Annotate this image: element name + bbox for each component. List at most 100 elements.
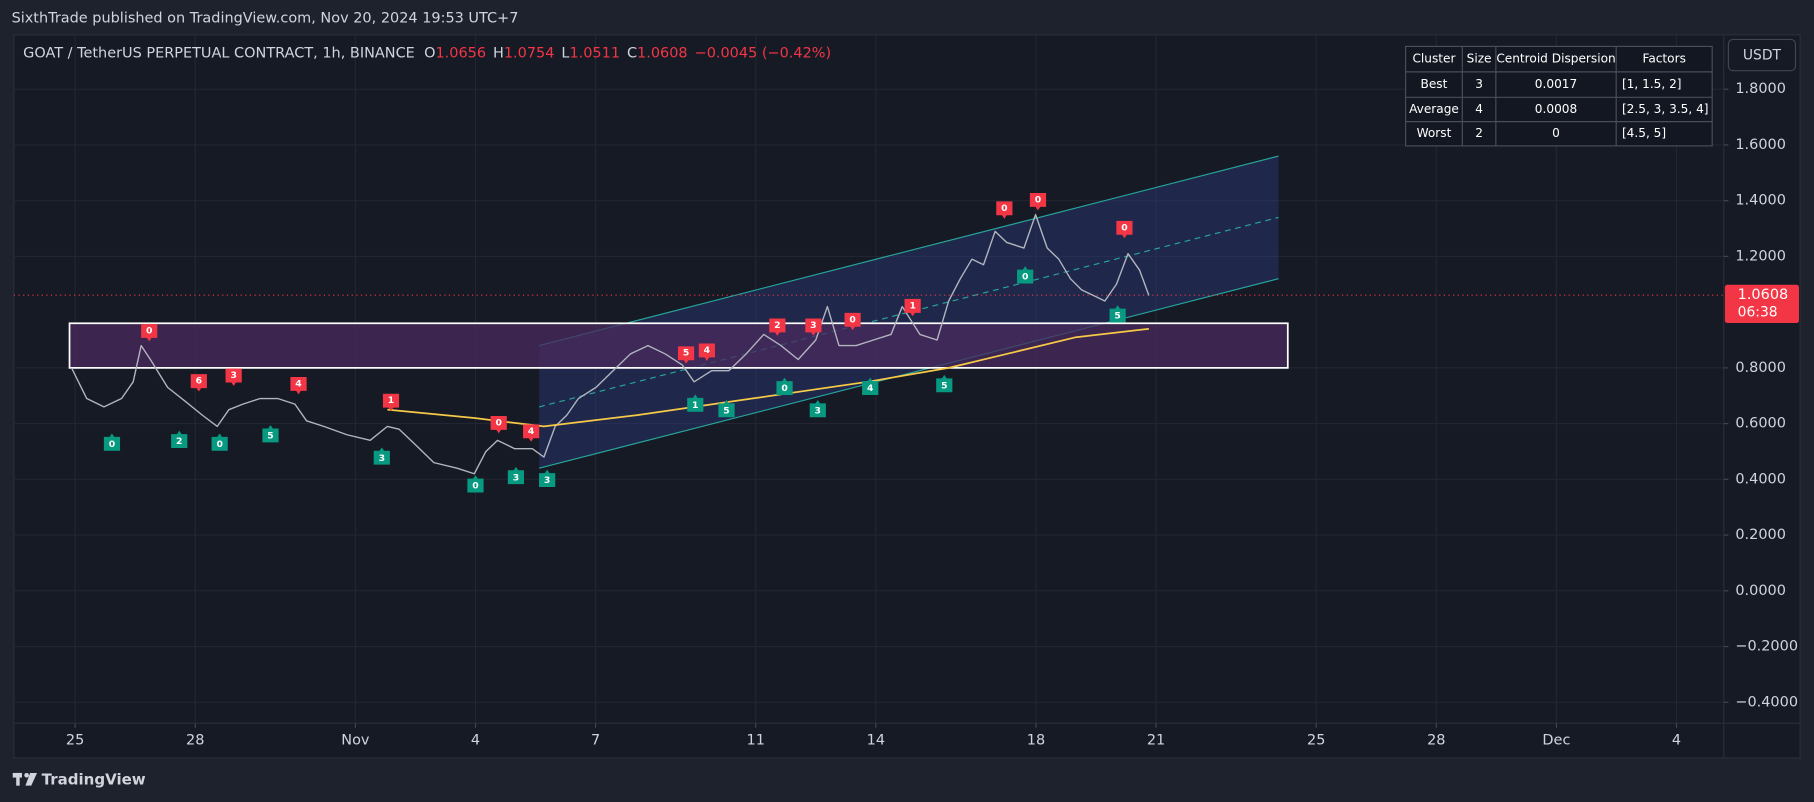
signal: 0 xyxy=(141,324,158,342)
signal-marker xyxy=(490,415,507,434)
signal-label: 6 xyxy=(196,376,202,387)
signal: 0 xyxy=(776,377,793,396)
signal-marker xyxy=(290,376,307,395)
cluster-table: Cluster Size Centroid Dispersion Factors Bes… xyxy=(1405,45,1713,147)
series-line xyxy=(387,327,1149,428)
signal-label: 0 xyxy=(495,417,501,428)
y-tick-label: −0.2000 xyxy=(1735,639,1798,655)
signal-marker xyxy=(677,346,695,364)
signal: 0 xyxy=(467,475,484,493)
publisher: SixthTrade published on TradingView.com,… xyxy=(12,11,519,27)
x-tick-label: 4 xyxy=(471,733,480,749)
signal-label: 3 xyxy=(230,370,236,381)
x-tick-label: 4 xyxy=(1672,733,1681,749)
signal-label: 2 xyxy=(774,320,780,331)
table-bg xyxy=(1405,45,1713,147)
signal-label: 2 xyxy=(176,436,182,447)
y-tick-label: 0.0000 xyxy=(1735,583,1786,599)
x-tick-label: 18 xyxy=(1027,733,1045,749)
signal-label: 0 xyxy=(109,439,115,450)
currency: USDT xyxy=(1743,48,1782,64)
signal-marker xyxy=(141,324,158,342)
signal-label: 0 xyxy=(1035,194,1041,205)
signal-marker xyxy=(1116,220,1133,239)
last-price-label: 1.0608 xyxy=(1738,287,1789,303)
signal-marker xyxy=(844,312,861,331)
footer: TradingView xyxy=(42,770,146,788)
logo xyxy=(12,772,38,786)
signal-label: 0 xyxy=(781,383,787,394)
signal-label: 5 xyxy=(683,348,689,359)
x-tick-label: 25 xyxy=(1307,733,1325,749)
signal: 0 xyxy=(844,312,861,331)
table-cell: 0.0008 xyxy=(1535,102,1577,116)
signal: 4 xyxy=(523,424,540,442)
signal: 1 xyxy=(687,394,704,412)
ohlc-key: L xyxy=(561,45,569,61)
table-cell: [2.5, 3, 3.5, 4] xyxy=(1622,102,1709,116)
signal-label: 3 xyxy=(815,405,821,416)
last-price-box xyxy=(1724,284,1799,323)
x-tick-label: Nov xyxy=(341,733,370,749)
signal-label: 1 xyxy=(909,300,915,311)
y-tick-label: 1.2000 xyxy=(1735,248,1786,264)
signal-label: 4 xyxy=(867,383,874,394)
signal: 3 xyxy=(507,466,525,485)
table-cell: Average xyxy=(1409,102,1459,116)
x-tick-label: 7 xyxy=(591,733,600,749)
signal: 6 xyxy=(190,374,207,392)
signal-marker xyxy=(1029,193,1047,211)
change: −0.0045 (−0.42%) xyxy=(695,45,832,61)
signal: 3 xyxy=(809,399,826,418)
channel-mid xyxy=(538,216,1279,408)
signal-label: 0 xyxy=(216,439,222,450)
currency-button[interactable] xyxy=(1727,38,1797,72)
signal: 0 xyxy=(1029,193,1047,211)
signal: 2 xyxy=(171,430,188,448)
signal-label: 5 xyxy=(1114,311,1120,322)
signal: 4 xyxy=(290,376,307,395)
logo-part xyxy=(25,772,38,786)
x-tick-label: 14 xyxy=(867,733,885,749)
plot: 0 6 3 4 1 0 4 5 4 2 3 0 1 0 0 0 0 2 0 5 3 0 3 3 1 5 0 3 4 5 0 5 xyxy=(13,155,1724,493)
signal: 0 xyxy=(1116,220,1133,239)
table-cell: [1, 1.5, 2] xyxy=(1622,77,1682,91)
signal: 3 xyxy=(225,368,242,386)
signal-marker xyxy=(467,475,484,493)
logo-part xyxy=(16,772,20,786)
signal-marker xyxy=(103,433,121,451)
signal-marker xyxy=(936,374,953,393)
zone xyxy=(68,322,1289,369)
signal-marker xyxy=(262,425,279,443)
signal-marker xyxy=(171,430,188,448)
table-cell: 2 xyxy=(1475,126,1483,140)
signal: 1 xyxy=(904,298,921,317)
ohlc-key: C xyxy=(627,45,637,61)
signal-marker xyxy=(1109,305,1126,323)
signal: 4 xyxy=(862,377,879,396)
x-tick-label: Dec xyxy=(1542,733,1570,749)
signal-marker xyxy=(190,374,207,392)
signal-marker xyxy=(539,469,556,487)
table-header: Cluster xyxy=(1412,52,1455,66)
ohlc-value: 1.0511 xyxy=(569,45,620,61)
signal: 3 xyxy=(373,447,390,465)
signal-marker xyxy=(382,393,400,412)
signal-marker xyxy=(211,433,228,451)
table-cell: 0 xyxy=(1552,126,1560,140)
signal-marker xyxy=(718,399,735,418)
y-tick-label: 1.4000 xyxy=(1735,193,1786,209)
signal: 0 xyxy=(1017,266,1034,284)
ohlc-value: 1.0656 xyxy=(435,45,486,61)
y-tick-label: 1.8000 xyxy=(1735,81,1786,97)
x-tick-label: 21 xyxy=(1147,733,1165,749)
y-tick-label: 0.2000 xyxy=(1735,527,1786,543)
signal: 3 xyxy=(805,318,822,336)
signal-label: 5 xyxy=(941,380,947,391)
table-cell: 4 xyxy=(1475,102,1483,116)
y-tick-label: 0.6000 xyxy=(1735,416,1786,432)
signal-marker xyxy=(809,399,826,418)
signal-marker xyxy=(862,377,879,396)
signal-marker xyxy=(1017,266,1034,284)
signal-marker xyxy=(523,424,540,442)
